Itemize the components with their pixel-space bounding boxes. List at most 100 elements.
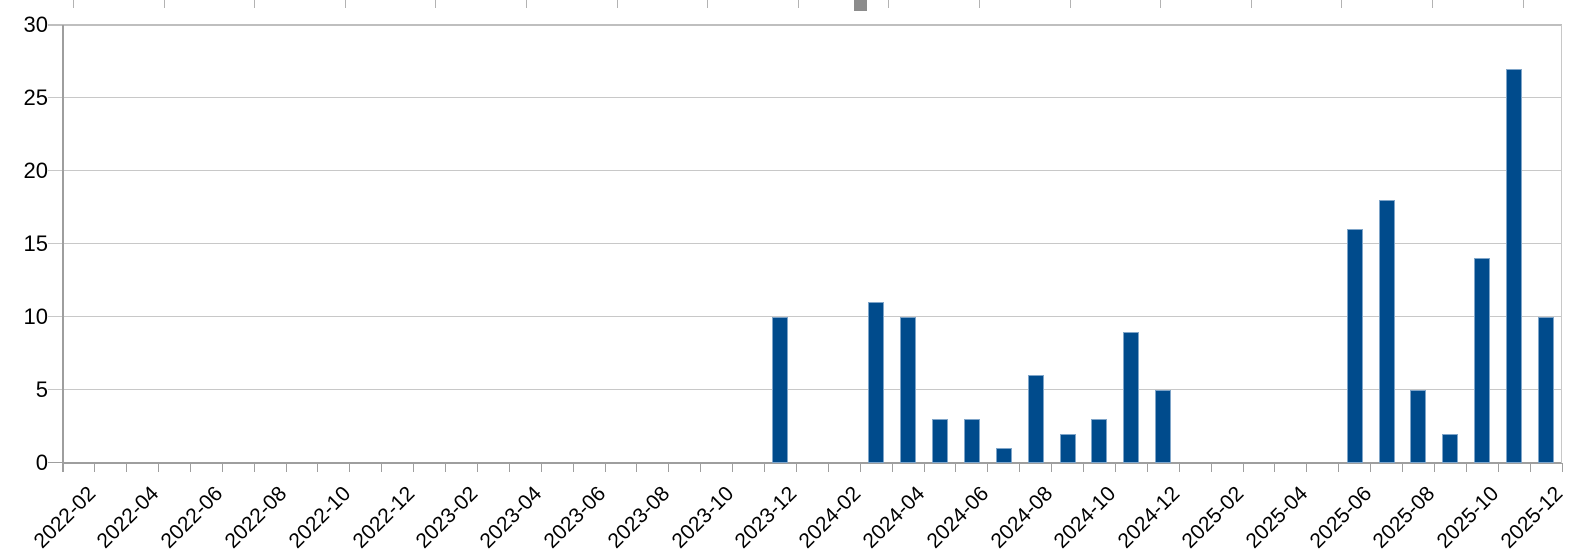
selection-handle[interactable]: [854, 0, 867, 11]
x-axis-label-2024-10: 2024-10: [1049, 482, 1121, 553]
x-axis-tick: [1561, 463, 1563, 472]
x-axis-tick: [891, 463, 893, 472]
column-separator-tick: [1341, 0, 1343, 8]
x-axis-tick: [1210, 463, 1212, 472]
x-axis-label-2023-02: 2023-02: [411, 482, 483, 553]
bar-2023-12: [772, 316, 789, 463]
column-separator-tick: [254, 0, 256, 8]
x-axis-label-2023-04: 2023-04: [475, 482, 547, 553]
column-separator-tick: [435, 0, 437, 8]
x-axis-tick: [987, 463, 989, 472]
y-axis-label-5: 5: [35, 376, 48, 402]
column-separator-tick: [1250, 0, 1252, 8]
x-axis-label-2024-02: 2024-02: [794, 482, 866, 553]
bar-2025-08: [1410, 389, 1427, 463]
bar-2024-03: [868, 302, 885, 463]
x-axis-tick: [732, 463, 734, 472]
x-axis-label-2022-10: 2022-10: [284, 482, 356, 553]
bar-2025-12: [1538, 316, 1555, 463]
bar-2024-06: [963, 419, 980, 463]
x-axis-label-2022-06: 2022-06: [156, 482, 228, 553]
x-axis-tick: [94, 463, 96, 472]
x-axis-tick: [445, 463, 446, 472]
x-axis-tick: [540, 463, 542, 472]
x-axis-label-2024-04: 2024-04: [858, 482, 930, 553]
x-axis-label-2023-12: 2023-12: [730, 482, 802, 553]
x-axis-tick: [1114, 463, 1116, 472]
plot-right-border: [1561, 25, 1562, 463]
x-axis-tick: [859, 463, 861, 472]
x-axis-tick: [1370, 463, 1372, 472]
bar-2024-05: [931, 419, 948, 463]
x-axis-tick: [955, 463, 957, 472]
x-axis-label-2023-10: 2023-10: [667, 482, 738, 553]
x-axis-tick: [572, 463, 574, 472]
x-axis-tick: [413, 463, 415, 472]
gridline-y-25: [47, 97, 1562, 99]
x-axis-label-2022-04: 2022-04: [92, 482, 164, 553]
x-axis-tick: [923, 463, 925, 472]
x-axis-tick: [221, 463, 223, 472]
x-axis-tick: [317, 463, 319, 472]
x-axis-tick: [764, 463, 765, 472]
column-separator-tick: [888, 0, 890, 8]
gridline-y-30: [47, 23, 1562, 26]
column-separator-tick: [73, 0, 74, 8]
x-axis-tick: [1274, 463, 1276, 472]
column-separator-tick: [1432, 0, 1433, 8]
y-axis-label-0: 0: [35, 450, 48, 475]
x-axis-tick: [1146, 463, 1148, 472]
x-axis-label-2024-12: 2024-12: [1113, 482, 1185, 553]
bar-2024-12: [1155, 389, 1172, 463]
y-axis-label-20: 20: [23, 157, 48, 183]
column-separator-tick: [526, 0, 527, 8]
x-axis-label-2023-08: 2023-08: [603, 482, 675, 553]
x-axis-tick: [1465, 463, 1467, 472]
y-axis-label-25: 25: [23, 84, 48, 110]
tick-y-0: [47, 462, 63, 463]
x-axis-tick: [1497, 463, 1499, 472]
x-axis-tick: [827, 463, 829, 472]
x-axis-tick: [1051, 463, 1053, 472]
gridline-y-5: [47, 389, 1562, 391]
x-axis-label-2024-08: 2024-08: [986, 482, 1057, 553]
x-axis-label-2022-08: 2022-08: [220, 482, 292, 553]
y-axis-label-10: 10: [23, 303, 48, 329]
x-axis-label-2025-06: 2025-06: [1305, 482, 1376, 553]
x-axis-tick: [285, 463, 287, 472]
x-axis-tick: [157, 463, 159, 472]
x-axis-tick: [126, 463, 127, 472]
bar-2025-10: [1474, 258, 1491, 463]
x-axis-tick: [476, 463, 478, 472]
x-axis-tick: [795, 463, 797, 472]
x-axis-tick: [253, 463, 255, 472]
x-axis-label-2023-06: 2023-06: [539, 482, 611, 553]
bar-2025-07: [1378, 200, 1395, 463]
x-axis-label-2022-02: 2022-02: [29, 482, 100, 553]
bar-2024-10: [1091, 419, 1108, 463]
x-axis-tick: [349, 463, 351, 472]
bar-2024-08: [1027, 375, 1044, 463]
x-axis-tick: [636, 463, 638, 472]
gridline-y-15: [47, 243, 1562, 245]
y-axis-label-15: 15: [23, 230, 48, 256]
gridline-y-20: [47, 170, 1562, 172]
x-axis-tick: [700, 463, 702, 472]
x-axis-label-2025-10: 2025-10: [1432, 482, 1504, 553]
x-axis-label-2025-04: 2025-04: [1241, 482, 1313, 553]
x-axis-tick: [1433, 463, 1435, 472]
column-separator-tick: [1069, 0, 1071, 8]
column-separator-tick: [1160, 0, 1162, 8]
x-axis-line: [61, 462, 1562, 464]
x-axis-tick: [1083, 463, 1084, 472]
x-axis-tick: [189, 463, 191, 472]
column-separator-tick: [707, 0, 709, 8]
x-axis-label-2025-08: 2025-08: [1368, 482, 1440, 553]
x-axis-tick: [1178, 463, 1180, 472]
y-axis-label-30: 30: [23, 11, 48, 37]
column-separator-tick: [344, 0, 346, 8]
column-separator-tick: [979, 0, 980, 8]
x-axis-label-2022-12: 2022-12: [348, 482, 419, 553]
x-axis-tick: [668, 463, 670, 472]
